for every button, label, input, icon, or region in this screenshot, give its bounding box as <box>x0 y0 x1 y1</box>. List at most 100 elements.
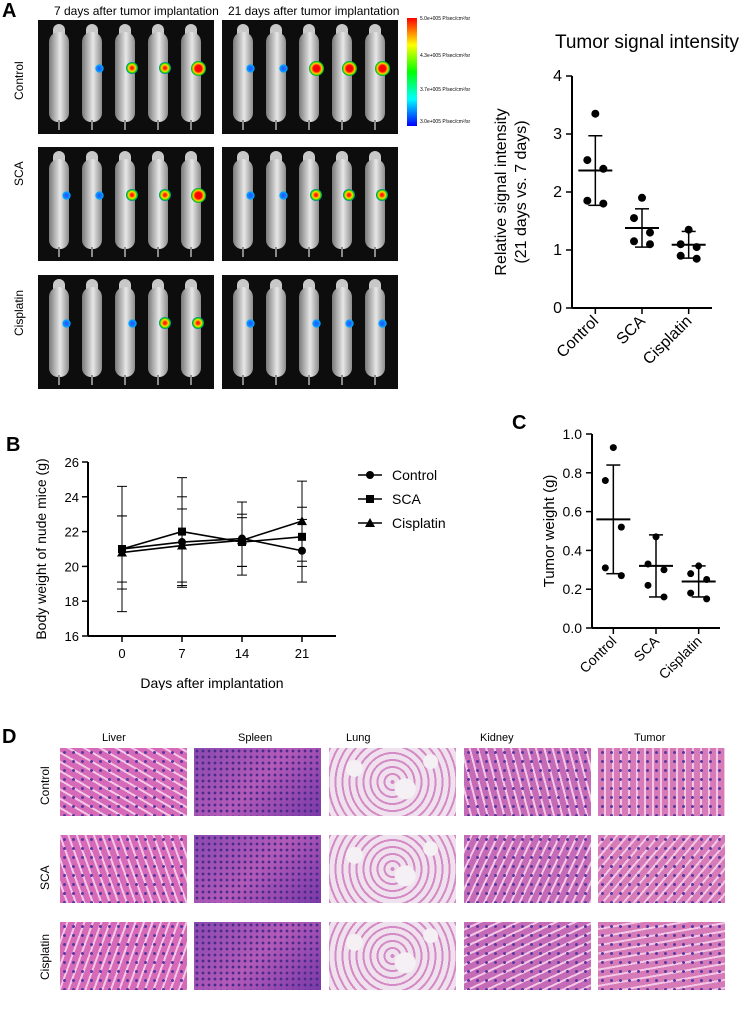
data-point <box>660 593 668 601</box>
legend-marker <box>366 495 374 503</box>
data-point <box>617 572 625 580</box>
histology-image <box>464 835 591 903</box>
histology-header: Tumor <box>634 732 666 744</box>
imaging-row-label-cisplatin: Cisplatin <box>12 289 26 336</box>
histology-row-label-sca: SCA <box>38 865 52 890</box>
y-axis-label: Relative signal intensity (21 days vs. 7 … <box>493 108 530 275</box>
y-tick-label: 0.8 <box>563 465 583 481</box>
data-point <box>117 547 127 557</box>
colorbar <box>407 18 417 126</box>
y-tick-label: 26 <box>65 455 79 470</box>
histology-image <box>329 748 456 816</box>
series-line <box>121 530 303 550</box>
colorbar-label-4: 3.0e+005 P/sec/cm²/sr <box>420 119 471 125</box>
y-tick-label: 18 <box>65 594 79 609</box>
imaging-panel <box>222 147 398 261</box>
mouse-image <box>232 24 255 130</box>
mouse-image <box>81 24 104 130</box>
tumor-signal-spot <box>126 189 138 201</box>
mouse-image <box>265 279 287 385</box>
mouse-image <box>114 24 138 130</box>
mouse-image <box>180 151 206 257</box>
histology-image <box>60 922 187 990</box>
histology-image <box>194 748 321 816</box>
imaging-panel <box>38 20 214 134</box>
tumor-signal-spot <box>159 62 171 74</box>
x-tick-label: 7 <box>178 646 185 661</box>
histology-row-label-cisplatin: Cisplatin <box>38 933 52 980</box>
data-point <box>676 240 685 249</box>
x-tick-label: SCA <box>614 313 650 349</box>
mouse-image <box>232 279 255 385</box>
data-point <box>692 254 701 263</box>
data-point <box>599 199 608 208</box>
x-tick-label: Cisplatin <box>656 633 705 682</box>
y-tick-label: 3 <box>553 126 562 143</box>
histology-header: Kidney <box>480 732 514 744</box>
x-tick-label: SCA <box>630 632 662 664</box>
histology-row-label-control: Control <box>38 766 52 805</box>
x-tick-label: 21 <box>295 646 309 661</box>
legend-marker <box>366 471 374 479</box>
x-axis-label: Days after implantation <box>140 675 283 690</box>
mouse-image <box>48 24 70 130</box>
tumor-signal-spot <box>159 317 171 329</box>
mouse-image <box>298 151 322 257</box>
imaging-row-label-sca: SCA <box>12 161 26 186</box>
mouse-image <box>48 279 71 385</box>
tumor-signal-spot <box>245 190 255 200</box>
mouse-image <box>298 24 324 130</box>
y-tick-label: 0.4 <box>563 542 583 558</box>
data-point <box>599 164 608 173</box>
mouse-image <box>48 151 71 257</box>
mouse-image <box>81 151 104 257</box>
data-point <box>644 560 652 568</box>
tumor-signal-spot <box>190 60 206 76</box>
mouse-image <box>364 151 388 257</box>
x-tick-label: Control <box>554 313 602 361</box>
mouse-image <box>147 279 171 385</box>
imaging-panel <box>38 147 214 261</box>
y-axis-label: Body weight of nude mice (g) <box>33 458 49 639</box>
data-point <box>660 566 668 574</box>
data-point <box>609 444 617 452</box>
tumor-signal-spot <box>310 189 322 201</box>
histology-image <box>598 748 725 816</box>
mouse-image <box>180 279 204 385</box>
mouse-image <box>114 279 137 385</box>
panel-letter-a: A <box>2 0 17 22</box>
tumor-signal-spot <box>159 189 171 201</box>
histology-image <box>598 835 725 903</box>
mouse-image <box>114 151 138 257</box>
y-tick-label: 16 <box>65 629 79 644</box>
y-tick-label: 24 <box>65 490 79 505</box>
mouse-image <box>331 279 354 385</box>
y-tick-label: 0.0 <box>563 620 583 636</box>
data-point <box>646 240 654 249</box>
imaging-panel <box>38 275 214 389</box>
x-tick-label: Control <box>576 633 619 676</box>
data-point <box>638 193 646 202</box>
mouse-image <box>265 24 288 130</box>
histology-image <box>329 835 456 903</box>
histology-image <box>464 922 591 990</box>
tumor-signal-spot <box>190 187 206 203</box>
data-point <box>601 564 609 572</box>
x-tick-label: 0 <box>118 646 125 661</box>
x-tick-label: 14 <box>235 646 249 661</box>
mouse-image <box>147 24 171 130</box>
colorbar-label-3: 3.7e+005 P/sec/cm²/sr <box>420 87 471 93</box>
histology-image <box>329 922 456 990</box>
chart-body-weight: 16 18 20 22 24 26 0 7 14 21 Days after implantatio… <box>33 455 446 690</box>
tumor-signal-spot <box>341 60 357 76</box>
tumor-signal-spot <box>61 318 71 328</box>
data-point <box>630 237 638 246</box>
histology-header: Lung <box>346 732 371 744</box>
colorbar-label-1: 5.0e+005 P/sec/cm²/sr <box>420 16 471 22</box>
tumor-signal-spot <box>126 62 138 74</box>
tumor-signal-spot <box>374 60 390 76</box>
imaging-row-label-control: Control <box>12 61 26 100</box>
tumor-signal-spot <box>127 318 137 328</box>
mouse-image <box>331 24 357 130</box>
